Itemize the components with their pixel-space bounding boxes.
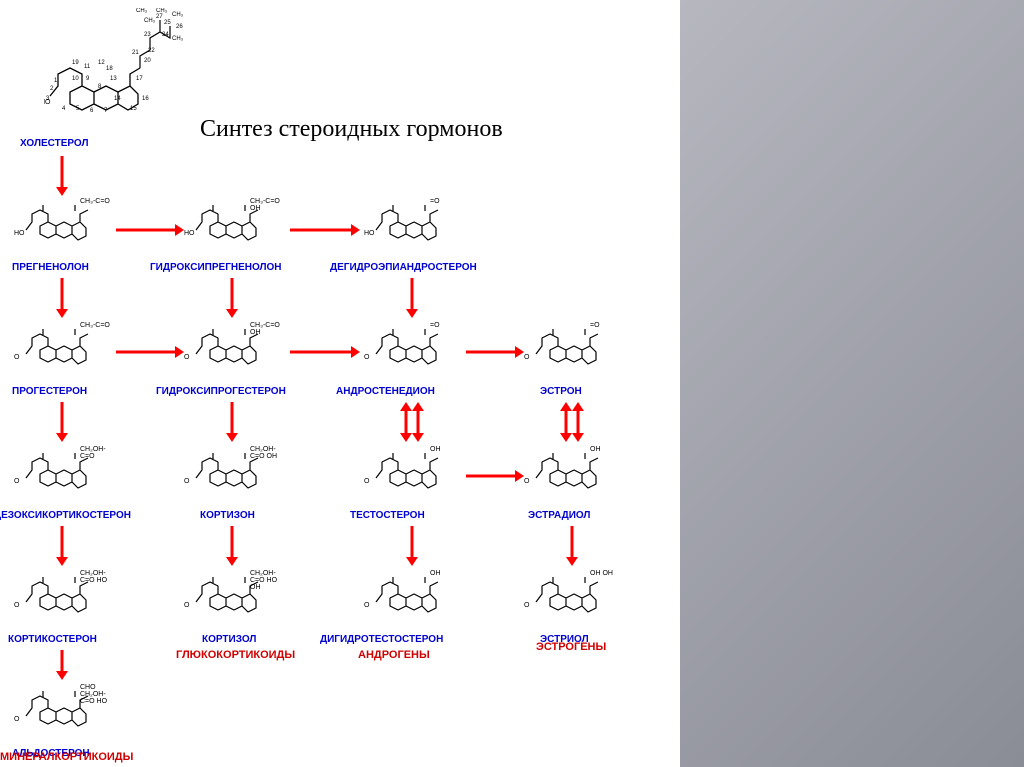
arrow — [282, 344, 368, 360]
molecule-hprog: CH₃-C=O OHO — [190, 324, 280, 376]
group-label: ЭСТРОГЕНЫ — [536, 641, 606, 653]
diagram-panel: Синтез стероидных гормонов CH₃ CH₃ CH₃ CH₃ CH… — [0, 0, 680, 767]
arrow — [108, 344, 192, 360]
svg-text:23: 23 — [144, 32, 151, 38]
svg-text:6: 6 — [90, 108, 94, 114]
molecule-cortisol: CH₂OH-C=O HO OHO — [190, 572, 280, 624]
molecule-prog: CH₃-C=OO — [20, 324, 110, 376]
diagram-title: Синтез стероидных гормонов — [200, 116, 503, 143]
side-gradient-panel — [680, 0, 1024, 767]
molecule-dhea: =OHO — [370, 200, 460, 252]
svg-text:11: 11 — [84, 64, 91, 70]
svg-text:20: 20 — [144, 58, 151, 64]
svg-text:22: 22 — [148, 48, 155, 54]
molecule-preg: CH₃-C=OHO — [20, 200, 110, 252]
svg-text:27: 27 — [156, 14, 163, 20]
svg-text:10: 10 — [72, 76, 79, 82]
svg-text:8: 8 — [98, 84, 102, 90]
svg-text:16: 16 — [142, 96, 149, 102]
molecule-cortisone: CH₂OH-C=O OHO — [190, 448, 280, 500]
arrow — [458, 468, 532, 484]
arrow — [54, 270, 70, 326]
label-hpreg: ГИДРОКСИПРЕГНЕНОЛОН — [150, 262, 282, 273]
svg-text:9: 9 — [86, 76, 90, 82]
svg-text:18: 18 — [106, 66, 113, 72]
label-cortico: КОРТИКОСТЕРОН — [8, 634, 97, 645]
svg-text:CH₃: CH₃ — [172, 36, 184, 42]
group-label: МИНЕРАЛКОРТИКОИДЫ — [0, 751, 133, 763]
svg-text:CH₃: CH₃ — [144, 18, 156, 24]
svg-text:21: 21 — [132, 50, 139, 56]
svg-text:14: 14 — [114, 96, 121, 102]
group-label: АНДРОГЕНЫ — [358, 649, 430, 661]
svg-text:CH₃: CH₃ — [136, 8, 148, 14]
arrow — [564, 518, 580, 574]
molecule-testo: OHO — [370, 448, 460, 500]
arrow — [458, 344, 532, 360]
label-dht: ДИГИДРОТЕСТОСТЕРОН — [320, 634, 443, 645]
molecule-aldo: CHO CH₂OH-C=O HOO — [20, 686, 110, 738]
arrow — [108, 222, 192, 238]
arrow — [54, 642, 70, 688]
arrow — [224, 518, 240, 574]
arrow — [404, 270, 420, 326]
svg-text:24: 24 — [162, 32, 169, 38]
svg-text:HO: HO — [44, 99, 51, 106]
molecule-dht: OHO — [370, 572, 460, 624]
molecule-hpreg: CH₃-C=O OHHO — [190, 200, 280, 252]
arrow — [224, 394, 240, 450]
arrow — [54, 518, 70, 574]
svg-text:17: 17 — [136, 76, 143, 82]
svg-text:4: 4 — [62, 106, 66, 112]
svg-text:13: 13 — [110, 76, 117, 82]
svg-text:19: 19 — [72, 60, 79, 66]
molecule-estrone: =OO — [530, 324, 620, 376]
molecule-estriol: OH OHO — [530, 572, 620, 624]
svg-text:15: 15 — [130, 106, 137, 112]
svg-text:12: 12 — [98, 60, 105, 66]
arrow — [54, 148, 70, 204]
page: Синтез стероидных гормонов CH₃ CH₃ CH₃ CH₃ CH… — [0, 0, 1024, 767]
molecule-estradiol: OHO — [530, 448, 620, 500]
molecule-cholesterol: CH₃CH₃CH₃CH₃CH₃1234567891011121314151617… — [44, 8, 184, 128]
svg-text:CH₃: CH₃ — [172, 12, 184, 18]
arrow — [54, 394, 70, 450]
label-hprog: ГИДРОКСИПРОГЕСТЕРОН — [156, 386, 286, 397]
molecule-cortico: CH₂OH-C=O HOO — [20, 572, 110, 624]
arrow — [404, 518, 420, 574]
group-label: ГЛЮКОКОРТИКОИДЫ — [176, 649, 295, 661]
arrow — [570, 394, 586, 450]
label-estradiol: ЭСТРАДИОЛ — [528, 510, 590, 521]
svg-text:26: 26 — [176, 24, 183, 30]
arrow — [282, 222, 368, 238]
arrow — [224, 270, 240, 326]
svg-text:25: 25 — [164, 20, 171, 26]
molecule-andro: =OO — [370, 324, 460, 376]
label-prog: ПРОГЕСТЕРОН — [12, 386, 87, 397]
label-cortisol: КОРТИЗОЛ — [202, 634, 256, 645]
molecule-doc: CH₂OH-C=OO — [20, 448, 110, 500]
arrow — [410, 394, 426, 450]
label-preg: ПРЕГНЕНОЛОН — [12, 262, 89, 273]
